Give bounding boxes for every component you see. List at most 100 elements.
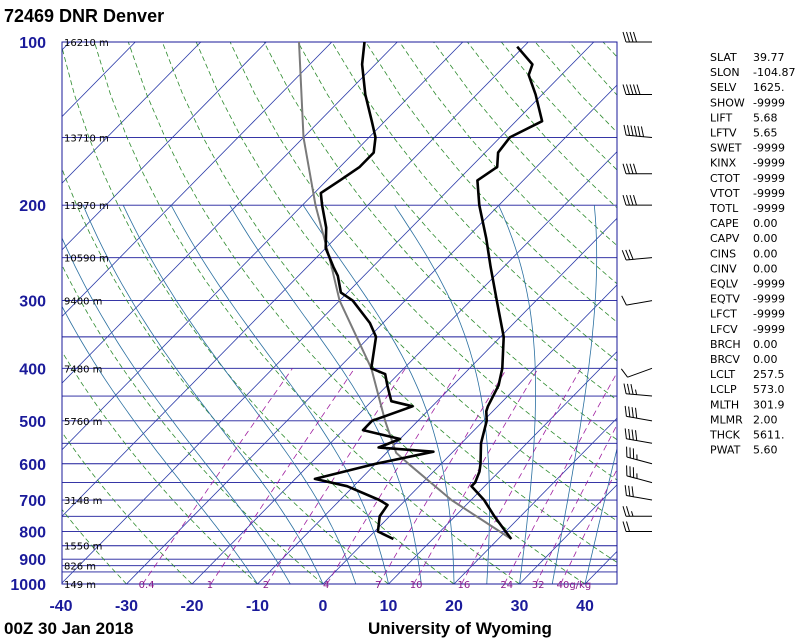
temperature-tick-label: -40 [49,598,72,615]
height-label: 5760 m [64,417,102,428]
barb-feather [628,249,634,260]
mixing-ratio-label: 2 [263,580,269,591]
barb-staff [626,393,653,397]
barb-feather [622,163,627,174]
wind-barb [624,485,653,501]
mixing-ratio-label: 10 [410,580,423,591]
index-value: -9999 [753,142,785,155]
barb-feather [626,31,630,43]
wind-barb [624,428,653,444]
barb-feather [622,195,627,206]
wind-barb [622,84,652,96]
index-key: MLTH [710,398,739,411]
index-value: -9999 [753,187,785,200]
barb-feather [629,31,634,43]
isotherm-line [62,42,202,184]
dry-adiabat [62,431,193,584]
index-key: LFCT [710,308,737,321]
index-key: PWAT [710,444,741,457]
barb-feather [631,486,634,497]
data-source: University of Wyoming [368,619,552,638]
index-value: 0.00 [753,353,778,366]
barb-feather [626,383,631,395]
barb-feather [633,163,637,174]
index-key: EQTV [710,293,740,306]
mixing-ratio-label: 16 [457,580,470,591]
index-value: 301.9 [753,398,785,411]
isotherm-line [62,42,267,251]
stability-indices: SLAT 39.77 SLON -104.87 SELV 1625. SHOW -9999 LI… [709,51,795,457]
barb-feather [630,125,634,136]
isotherm-line [62,42,333,318]
pressure-tick-label: 800 [19,524,46,541]
index-value: -9999 [753,172,785,185]
sounding-profiles [298,42,544,541]
index-value: -104.87 [753,66,795,79]
barb-feather [623,383,627,394]
barb-feather [622,506,627,517]
index-key: BRCH [710,338,741,351]
mixing-ratio-line [560,468,617,584]
index-value: 0.00 [753,217,778,230]
chart-title: 72469 DNR Denver [4,6,164,26]
pressure-tick-label: 300 [19,294,46,311]
height-label: 149 m [64,580,96,591]
index-key: SHOW [710,96,745,109]
moist-adiabat [62,305,258,584]
barb-half-feather [631,511,634,517]
mixing-ratio-line [535,424,617,584]
isotherm-line [62,42,529,517]
dry-adiabat [62,350,258,584]
isotherm-line [257,217,617,584]
index-value: 257.5 [753,368,785,381]
pressure-tick-label: 400 [19,361,46,378]
mixing-ratio-label: 32 [532,580,545,591]
mixing-ratio-line [326,368,461,584]
index-key: CAPV [710,232,740,245]
temperature-trace [470,45,544,540]
isotherm-line [191,151,617,584]
barb-feather [624,405,627,417]
barb-feather [625,249,631,260]
index-value: 5.60 [753,444,778,457]
moist-adiabat [302,204,455,584]
height-label: 13710 m [64,133,109,144]
temperature-tick-label: 40 [576,598,594,615]
barb-feather [621,295,627,306]
mixing-ratio-line [461,368,582,584]
wind-barb [623,124,653,138]
height-label: 1550 m [64,542,102,553]
barb-feather [628,428,631,440]
wind-barb [622,163,652,175]
pressure-tick-label: 700 [19,493,46,510]
pressure-tick-label: 600 [19,457,46,474]
wind-barb [622,521,652,532]
wind-barb [623,383,653,397]
moist-adiabat [82,205,324,584]
index-value: 0.00 [753,338,778,351]
barb-staff [626,495,653,501]
index-value: 0.00 [753,232,778,245]
index-key: SLON [710,66,740,79]
pressure-tick-label: 900 [19,552,46,569]
barb-feather [622,84,627,95]
index-key: SWET [710,142,742,155]
index-key: SLAT [710,51,737,64]
barb-staff [627,367,653,378]
mixing-ratio-line [142,368,293,584]
index-value: 39.77 [753,51,785,64]
barb-staff [626,300,653,306]
wind-barbs [620,31,653,532]
index-key: TOTL [709,202,739,215]
barb-feather [633,125,638,137]
wind-barb [622,195,652,206]
barb-feather [633,195,637,206]
index-value: -9999 [753,96,785,109]
mixing-ratio-label: 1 [207,580,213,591]
barb-feather [626,195,630,206]
temperature-tick-label: 20 [445,598,463,615]
barb-feather [629,195,634,206]
pressure-tick-label: 500 [19,414,46,431]
isotherm-line [322,284,617,584]
